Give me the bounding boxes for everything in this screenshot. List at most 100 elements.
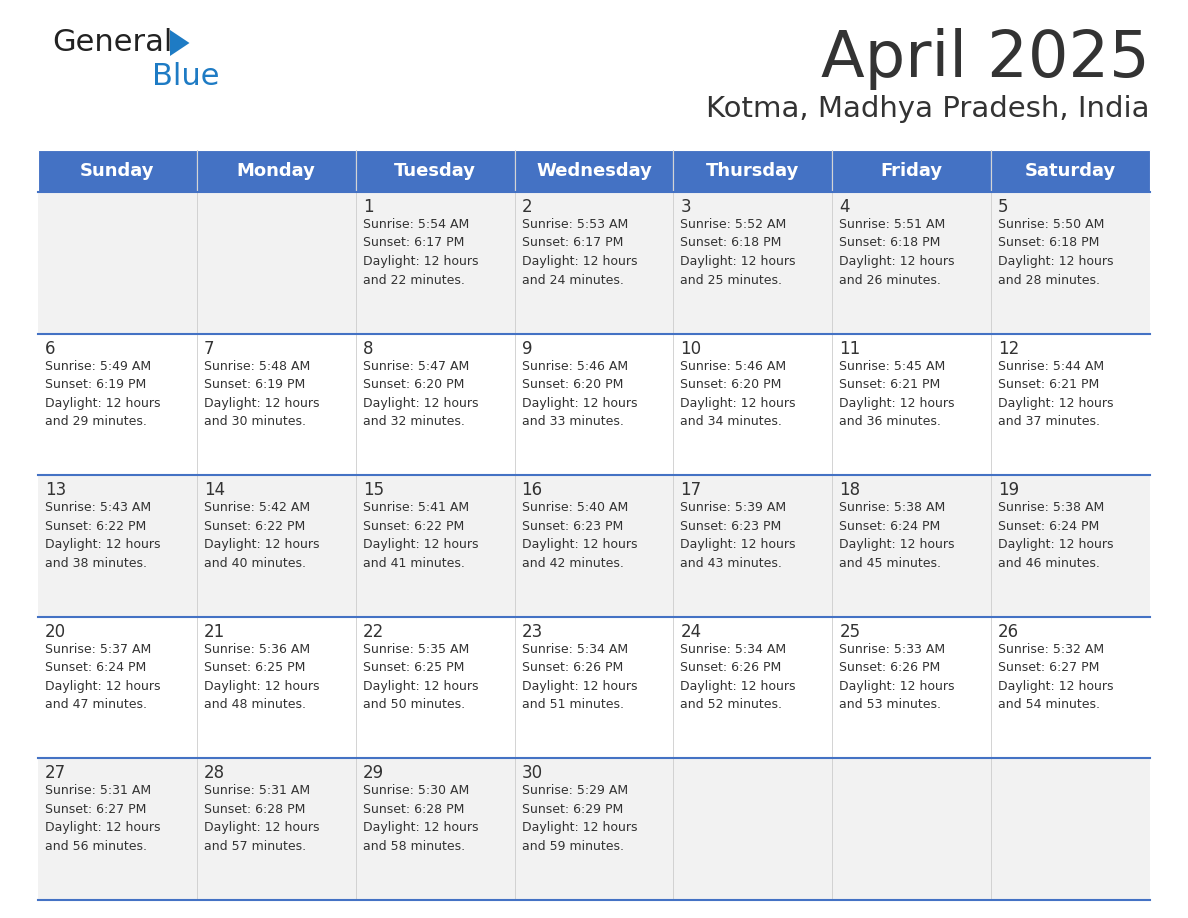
Bar [991,617,1150,758]
Bar [197,758,355,900]
Bar [674,758,833,900]
Text: 14: 14 [204,481,225,499]
Text: 24: 24 [681,622,702,641]
Text: 11: 11 [839,340,860,358]
Text: Sunrise: 5:34 AM
Sunset: 6:26 PM
Daylight: 12 hours
and 52 minutes.: Sunrise: 5:34 AM Sunset: 6:26 PM Dayligh… [681,643,796,711]
Bar [514,758,674,900]
Text: 2: 2 [522,198,532,216]
Text: Sunrise: 5:32 AM
Sunset: 6:27 PM
Daylight: 12 hours
and 54 minutes.: Sunrise: 5:32 AM Sunset: 6:27 PM Dayligh… [998,643,1113,711]
Text: Sunrise: 5:51 AM
Sunset: 6:18 PM
Daylight: 12 hours
and 26 minutes.: Sunrise: 5:51 AM Sunset: 6:18 PM Dayligh… [839,218,955,286]
Text: Sunrise: 5:37 AM
Sunset: 6:24 PM
Daylight: 12 hours
and 47 minutes.: Sunrise: 5:37 AM Sunset: 6:24 PM Dayligh… [45,643,160,711]
Bar [514,192,674,333]
Text: 9: 9 [522,340,532,358]
Bar [38,476,197,617]
Bar [355,192,514,333]
Bar [833,758,991,900]
Text: 18: 18 [839,481,860,499]
Text: Sunrise: 5:46 AM
Sunset: 6:20 PM
Daylight: 12 hours
and 33 minutes.: Sunrise: 5:46 AM Sunset: 6:20 PM Dayligh… [522,360,637,428]
Text: 3: 3 [681,198,691,216]
Bar [991,333,1150,476]
Bar [674,150,833,192]
Text: Sunrise: 5:41 AM
Sunset: 6:22 PM
Daylight: 12 hours
and 41 minutes.: Sunrise: 5:41 AM Sunset: 6:22 PM Dayligh… [362,501,479,570]
Text: 20: 20 [45,622,67,641]
Bar [674,333,833,476]
Text: Sunrise: 5:35 AM
Sunset: 6:25 PM
Daylight: 12 hours
and 50 minutes.: Sunrise: 5:35 AM Sunset: 6:25 PM Dayligh… [362,643,479,711]
Text: Sunrise: 5:44 AM
Sunset: 6:21 PM
Daylight: 12 hours
and 37 minutes.: Sunrise: 5:44 AM Sunset: 6:21 PM Dayligh… [998,360,1113,428]
Bar [38,333,197,476]
Text: Sunrise: 5:54 AM
Sunset: 6:17 PM
Daylight: 12 hours
and 22 minutes.: Sunrise: 5:54 AM Sunset: 6:17 PM Dayligh… [362,218,479,286]
Text: 15: 15 [362,481,384,499]
Bar [355,333,514,476]
Text: Sunrise: 5:40 AM
Sunset: 6:23 PM
Daylight: 12 hours
and 42 minutes.: Sunrise: 5:40 AM Sunset: 6:23 PM Dayligh… [522,501,637,570]
Text: 29: 29 [362,765,384,782]
Bar [833,150,991,192]
Text: Sunrise: 5:38 AM
Sunset: 6:24 PM
Daylight: 12 hours
and 46 minutes.: Sunrise: 5:38 AM Sunset: 6:24 PM Dayligh… [998,501,1113,570]
Text: Sunrise: 5:50 AM
Sunset: 6:18 PM
Daylight: 12 hours
and 28 minutes.: Sunrise: 5:50 AM Sunset: 6:18 PM Dayligh… [998,218,1113,286]
Text: Sunrise: 5:29 AM
Sunset: 6:29 PM
Daylight: 12 hours
and 59 minutes.: Sunrise: 5:29 AM Sunset: 6:29 PM Dayligh… [522,784,637,853]
Text: Sunrise: 5:46 AM
Sunset: 6:20 PM
Daylight: 12 hours
and 34 minutes.: Sunrise: 5:46 AM Sunset: 6:20 PM Dayligh… [681,360,796,428]
Text: Tuesday: Tuesday [394,162,476,180]
Text: Friday: Friday [880,162,943,180]
Text: Sunrise: 5:34 AM
Sunset: 6:26 PM
Daylight: 12 hours
and 51 minutes.: Sunrise: 5:34 AM Sunset: 6:26 PM Dayligh… [522,643,637,711]
Text: Monday: Monday [236,162,316,180]
Text: Sunrise: 5:33 AM
Sunset: 6:26 PM
Daylight: 12 hours
and 53 minutes.: Sunrise: 5:33 AM Sunset: 6:26 PM Dayligh… [839,643,955,711]
Text: 10: 10 [681,340,702,358]
Text: 28: 28 [204,765,225,782]
Text: 23: 23 [522,622,543,641]
Bar [197,192,355,333]
Text: 12: 12 [998,340,1019,358]
Text: Thursday: Thursday [706,162,800,180]
Text: 26: 26 [998,622,1019,641]
Text: Sunrise: 5:31 AM
Sunset: 6:27 PM
Daylight: 12 hours
and 56 minutes.: Sunrise: 5:31 AM Sunset: 6:27 PM Dayligh… [45,784,160,853]
Text: April 2025: April 2025 [821,28,1150,90]
Polygon shape [170,30,190,56]
Bar [38,150,197,192]
Bar [197,476,355,617]
Text: Sunrise: 5:45 AM
Sunset: 6:21 PM
Daylight: 12 hours
and 36 minutes.: Sunrise: 5:45 AM Sunset: 6:21 PM Dayligh… [839,360,955,428]
Text: 21: 21 [204,622,225,641]
Bar [991,192,1150,333]
Bar [991,476,1150,617]
Text: 13: 13 [45,481,67,499]
Bar [674,476,833,617]
Bar [197,150,355,192]
Text: Blue: Blue [152,62,220,91]
Bar [355,476,514,617]
Text: 19: 19 [998,481,1019,499]
Text: 16: 16 [522,481,543,499]
Text: Sunrise: 5:49 AM
Sunset: 6:19 PM
Daylight: 12 hours
and 29 minutes.: Sunrise: 5:49 AM Sunset: 6:19 PM Dayligh… [45,360,160,428]
Text: 1: 1 [362,198,373,216]
Bar [514,150,674,192]
Text: 8: 8 [362,340,373,358]
Bar [674,192,833,333]
Text: Sunrise: 5:42 AM
Sunset: 6:22 PM
Daylight: 12 hours
and 40 minutes.: Sunrise: 5:42 AM Sunset: 6:22 PM Dayligh… [204,501,320,570]
Text: Sunday: Sunday [80,162,154,180]
Text: General: General [52,28,172,57]
Text: 5: 5 [998,198,1009,216]
Bar [514,476,674,617]
Text: Sunrise: 5:43 AM
Sunset: 6:22 PM
Daylight: 12 hours
and 38 minutes.: Sunrise: 5:43 AM Sunset: 6:22 PM Dayligh… [45,501,160,570]
Text: 25: 25 [839,622,860,641]
Bar [991,758,1150,900]
Text: 22: 22 [362,622,384,641]
Text: 17: 17 [681,481,702,499]
Text: Saturday: Saturday [1025,162,1117,180]
Bar [355,758,514,900]
Text: Wednesday: Wednesday [536,162,652,180]
Bar [355,150,514,192]
Bar [514,333,674,476]
Text: 7: 7 [204,340,214,358]
Text: Sunrise: 5:30 AM
Sunset: 6:28 PM
Daylight: 12 hours
and 58 minutes.: Sunrise: 5:30 AM Sunset: 6:28 PM Dayligh… [362,784,479,853]
Text: 30: 30 [522,765,543,782]
Text: Sunrise: 5:31 AM
Sunset: 6:28 PM
Daylight: 12 hours
and 57 minutes.: Sunrise: 5:31 AM Sunset: 6:28 PM Dayligh… [204,784,320,853]
Bar [197,333,355,476]
Bar [833,192,991,333]
Bar [833,617,991,758]
Bar [38,617,197,758]
Text: Sunrise: 5:48 AM
Sunset: 6:19 PM
Daylight: 12 hours
and 30 minutes.: Sunrise: 5:48 AM Sunset: 6:19 PM Dayligh… [204,360,320,428]
Bar [514,617,674,758]
Text: Sunrise: 5:38 AM
Sunset: 6:24 PM
Daylight: 12 hours
and 45 minutes.: Sunrise: 5:38 AM Sunset: 6:24 PM Dayligh… [839,501,955,570]
Text: Sunrise: 5:39 AM
Sunset: 6:23 PM
Daylight: 12 hours
and 43 minutes.: Sunrise: 5:39 AM Sunset: 6:23 PM Dayligh… [681,501,796,570]
Text: Sunrise: 5:53 AM
Sunset: 6:17 PM
Daylight: 12 hours
and 24 minutes.: Sunrise: 5:53 AM Sunset: 6:17 PM Dayligh… [522,218,637,286]
Bar [355,617,514,758]
